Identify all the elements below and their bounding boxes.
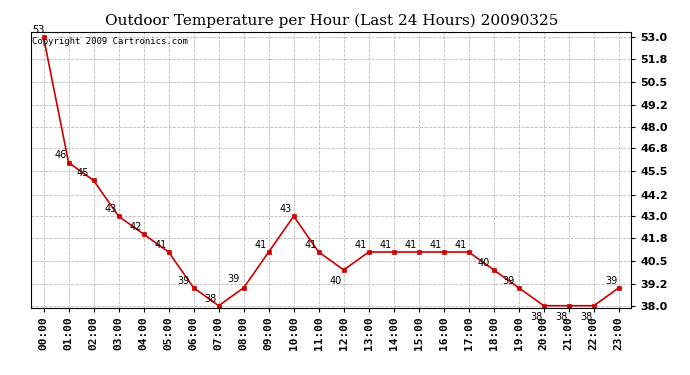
Text: 45: 45: [77, 168, 89, 178]
Text: 39: 39: [605, 276, 617, 286]
Title: Outdoor Temperature per Hour (Last 24 Hours) 20090325: Outdoor Temperature per Hour (Last 24 Ho…: [104, 13, 558, 28]
Text: 41: 41: [405, 240, 417, 250]
Text: 38: 38: [555, 312, 567, 322]
Text: 39: 39: [177, 276, 189, 286]
Text: 40: 40: [477, 258, 489, 268]
Text: 42: 42: [130, 222, 142, 232]
Text: 41: 41: [455, 240, 467, 250]
Text: 41: 41: [380, 240, 392, 250]
Text: 39: 39: [502, 276, 514, 286]
Text: Copyright 2009 Cartronics.com: Copyright 2009 Cartronics.com: [32, 38, 188, 46]
Text: 43: 43: [279, 204, 292, 214]
Text: 38: 38: [205, 294, 217, 303]
Text: 41: 41: [355, 240, 367, 250]
Text: 41: 41: [255, 240, 267, 250]
Text: 40: 40: [330, 276, 342, 286]
Text: 53: 53: [32, 25, 45, 35]
Text: 41: 41: [305, 240, 317, 250]
Text: 39: 39: [227, 274, 239, 284]
Text: 38: 38: [580, 312, 592, 322]
Text: 41: 41: [155, 240, 167, 250]
Text: 43: 43: [105, 204, 117, 214]
Text: 38: 38: [530, 312, 542, 322]
Text: 46: 46: [55, 150, 67, 160]
Text: 41: 41: [430, 240, 442, 250]
